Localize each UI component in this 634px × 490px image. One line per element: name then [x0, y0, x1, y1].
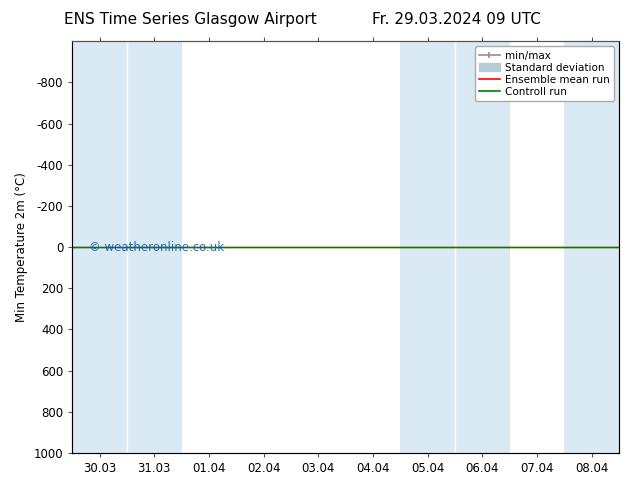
Legend: min/max, Standard deviation, Ensemble mean run, Controll run: min/max, Standard deviation, Ensemble me…: [475, 47, 614, 101]
Text: © weatheronline.co.uk: © weatheronline.co.uk: [89, 241, 224, 254]
Bar: [455, 41, 510, 453]
Bar: [127, 41, 181, 453]
Bar: [564, 41, 619, 453]
Bar: [400, 41, 455, 453]
Bar: [72, 41, 127, 453]
Y-axis label: Min Temperature 2m (°C): Min Temperature 2m (°C): [15, 172, 28, 322]
Text: Fr. 29.03.2024 09 UTC: Fr. 29.03.2024 09 UTC: [372, 12, 541, 27]
Text: ENS Time Series Glasgow Airport: ENS Time Series Glasgow Airport: [64, 12, 316, 27]
